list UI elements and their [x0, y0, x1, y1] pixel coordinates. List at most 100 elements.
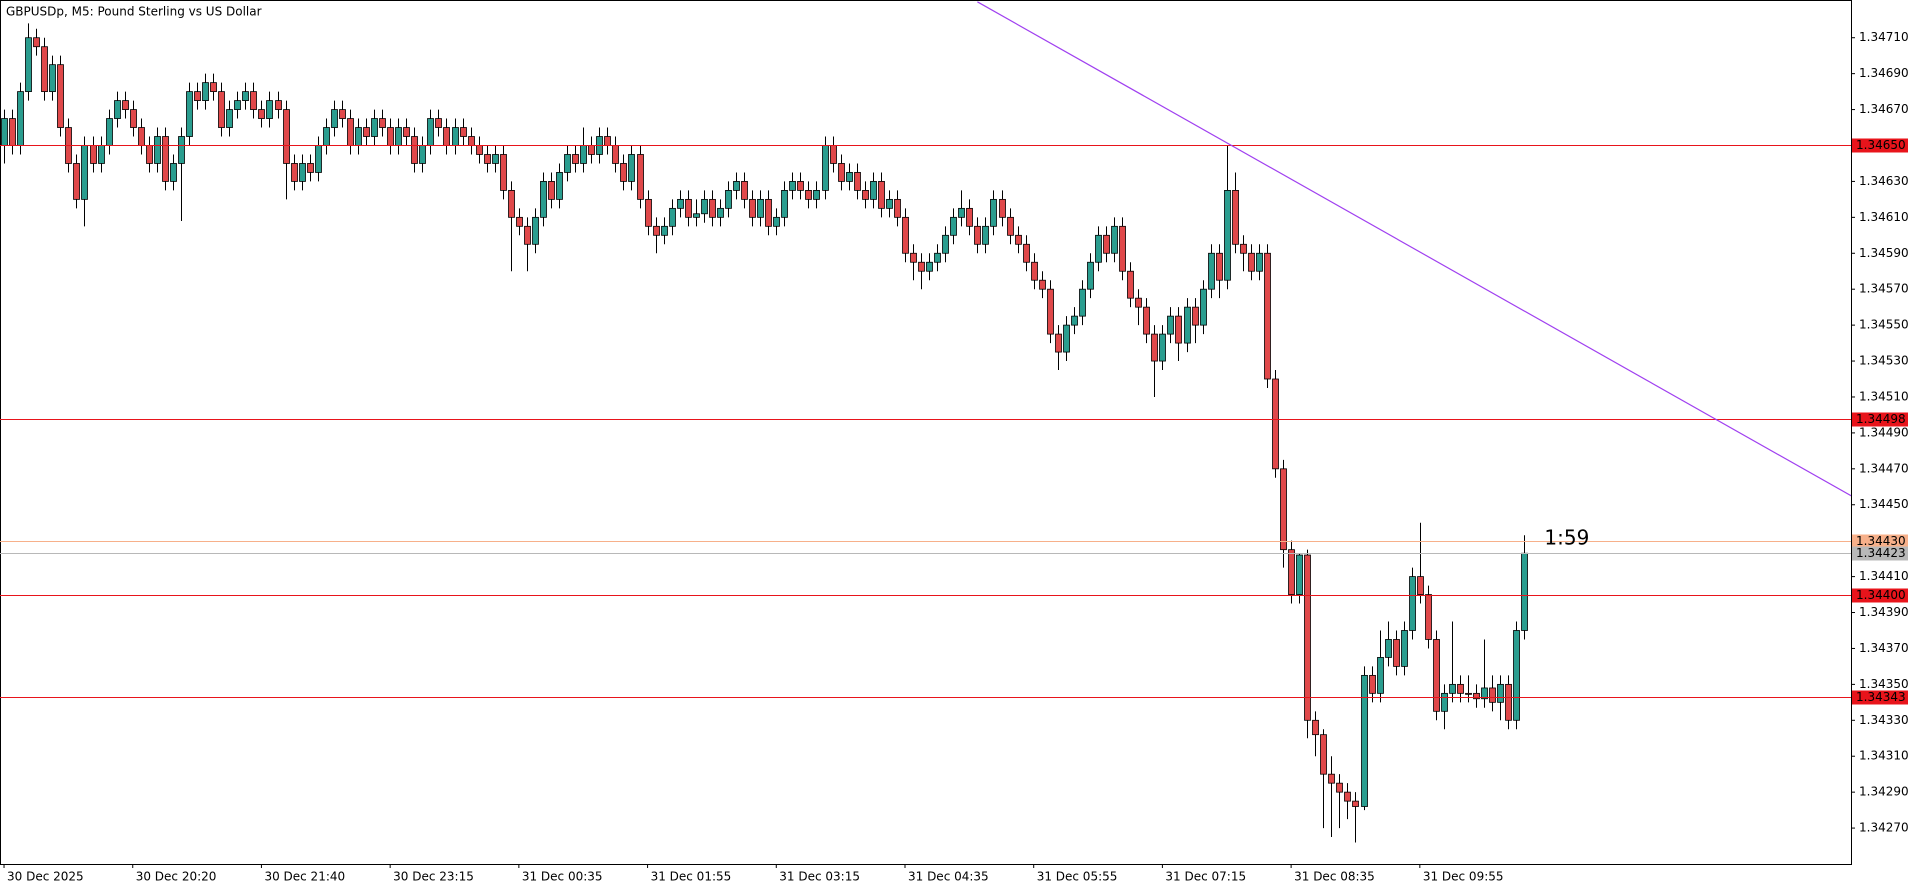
- x-tick-label: 30 Dec 20:20: [136, 870, 217, 884]
- price-label: 1.34400: [1856, 588, 1906, 602]
- price-label-bg: [1852, 546, 1908, 561]
- y-tick-label: 1.34610: [1859, 210, 1909, 224]
- y-tick-label: 1.34550: [1859, 318, 1909, 332]
- candle-body: [331, 109, 338, 128]
- candle-body: [685, 198, 692, 218]
- candle-body: [1385, 639, 1392, 658]
- candle-body: [813, 190, 820, 200]
- candle-body: [950, 216, 957, 236]
- candle-body: [1256, 252, 1263, 272]
- y-tick-label: 1.34470: [1859, 461, 1909, 475]
- price-label-bg: [1852, 534, 1908, 549]
- candle-body: [822, 145, 829, 191]
- candle-body: [1336, 782, 1343, 793]
- candle-body: [299, 163, 306, 182]
- candle-body: [1441, 692, 1448, 712]
- candle-body: [347, 118, 354, 146]
- candle-body: [733, 181, 740, 191]
- y-tick-label: 1.34410: [1859, 569, 1909, 583]
- candle-body: [548, 181, 555, 200]
- candle-body: [170, 163, 177, 182]
- x-tick-label: 30 Dec 23:15: [393, 870, 474, 884]
- candle-body: [1095, 234, 1102, 263]
- x-tick-label: 31 Dec 05:55: [1037, 870, 1118, 884]
- candle-body: [492, 154, 499, 164]
- candle-body: [1184, 306, 1191, 344]
- candle-body: [371, 118, 378, 137]
- candle-body: [942, 234, 949, 254]
- candle-body: [918, 261, 925, 272]
- x-tick-label: 30 Dec 2025: [7, 870, 84, 884]
- candle-body: [1127, 270, 1134, 299]
- candle-body: [443, 127, 450, 146]
- candle-body: [283, 109, 290, 164]
- x-tick-label: 31 Dec 08:35: [1294, 870, 1375, 884]
- candle-body: [749, 198, 756, 218]
- y-tick-label: 1.34490: [1859, 425, 1909, 439]
- candle-body: [460, 127, 467, 137]
- candle-body: [1401, 630, 1408, 667]
- y-tick-label: 1.34570: [1859, 282, 1909, 296]
- candle-body: [403, 127, 410, 137]
- candle-body: [508, 190, 515, 218]
- candle-body: [1417, 576, 1424, 595]
- candle-body: [162, 136, 169, 182]
- candle-body: [1079, 288, 1086, 317]
- candle-body: [1232, 190, 1239, 245]
- candle-body: [363, 127, 370, 137]
- candle-body: [830, 145, 837, 164]
- y-tick-label: 1.34710: [1859, 30, 1909, 44]
- price-label-bg: [1852, 412, 1908, 427]
- candle-body: [122, 100, 129, 110]
- candle-body: [73, 163, 80, 200]
- candle-body: [982, 225, 989, 245]
- candle-body: [910, 252, 917, 263]
- y-tick-label: 1.34310: [1859, 749, 1909, 763]
- candle-body: [1, 118, 8, 146]
- y-tick-label: 1.34690: [1859, 66, 1909, 80]
- candle-body: [339, 109, 346, 119]
- candle-body: [1296, 554, 1303, 595]
- candle-body: [524, 225, 531, 245]
- candle-body: [1328, 773, 1335, 784]
- candle-body: [1369, 674, 1376, 694]
- candle-body: [902, 216, 909, 254]
- candle-body: [805, 190, 812, 200]
- candle-body: [588, 145, 595, 155]
- candle-body: [974, 225, 981, 245]
- y-tick-label: 1.34290: [1859, 785, 1909, 799]
- candle-body: [178, 136, 185, 164]
- candle-body: [604, 136, 611, 146]
- candle-body: [1039, 279, 1046, 290]
- candle-body: [966, 207, 973, 227]
- candle-body: [411, 136, 418, 164]
- candle-body: [661, 225, 668, 236]
- candle-body: [1433, 639, 1440, 712]
- candle-body: [612, 145, 619, 164]
- y-tick-label: 1.34590: [1859, 246, 1909, 260]
- x-tick-label: 31 Dec 07:15: [1165, 870, 1246, 884]
- candle-body: [81, 145, 88, 200]
- candle-body: [17, 91, 24, 146]
- candle-body: [1175, 315, 1182, 344]
- candle-body: [934, 252, 941, 263]
- candle-body: [1143, 306, 1150, 335]
- candle-body: [1361, 674, 1368, 807]
- candle-body: [1192, 306, 1199, 326]
- candle-body: [725, 190, 732, 209]
- candle-body: [781, 190, 788, 218]
- candle-body: [57, 64, 64, 128]
- candle-body: [572, 154, 579, 164]
- candle-body: [435, 118, 442, 128]
- candle-body: [250, 91, 257, 110]
- candle-body: [862, 190, 869, 200]
- y-tick-label: 1.34670: [1859, 102, 1909, 116]
- candle-body: [1240, 243, 1247, 254]
- x-tick-label: 30 Dec 21:40: [264, 870, 345, 884]
- plot-frame: [0, 0, 1852, 865]
- candle-body: [709, 198, 716, 218]
- candle-body: [628, 154, 635, 182]
- candle-body: [452, 127, 459, 146]
- candle-body: [653, 225, 660, 236]
- candle-body: [106, 118, 113, 146]
